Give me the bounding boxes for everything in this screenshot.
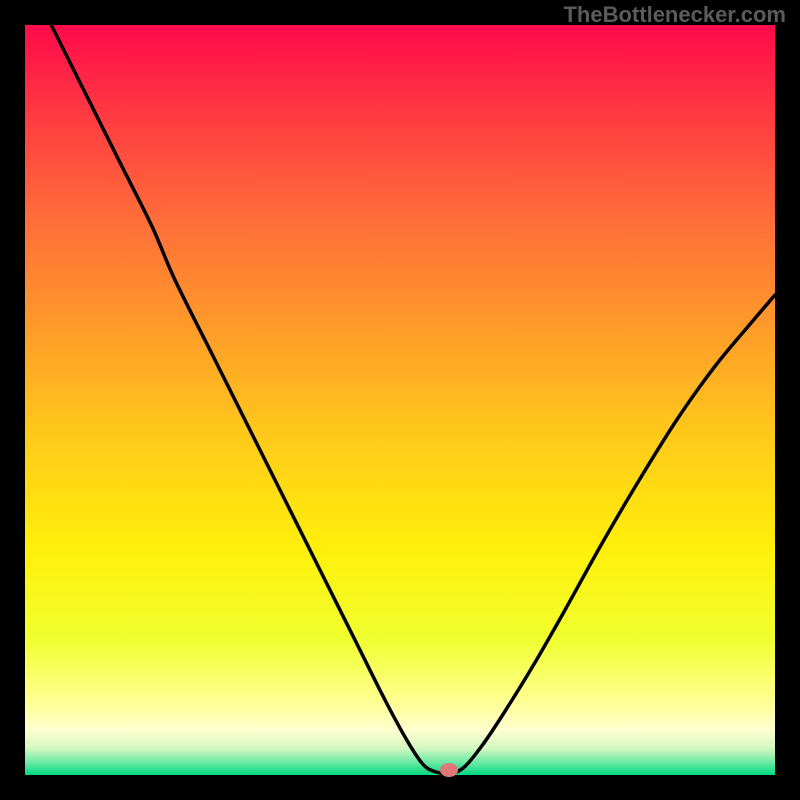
- plot-area: [25, 25, 775, 775]
- optimum-marker: [440, 763, 458, 777]
- chart-frame: TheBottlenecker.com: [0, 0, 800, 800]
- bottleneck-curve: [25, 25, 775, 775]
- watermark-text: TheBottlenecker.com: [563, 2, 786, 28]
